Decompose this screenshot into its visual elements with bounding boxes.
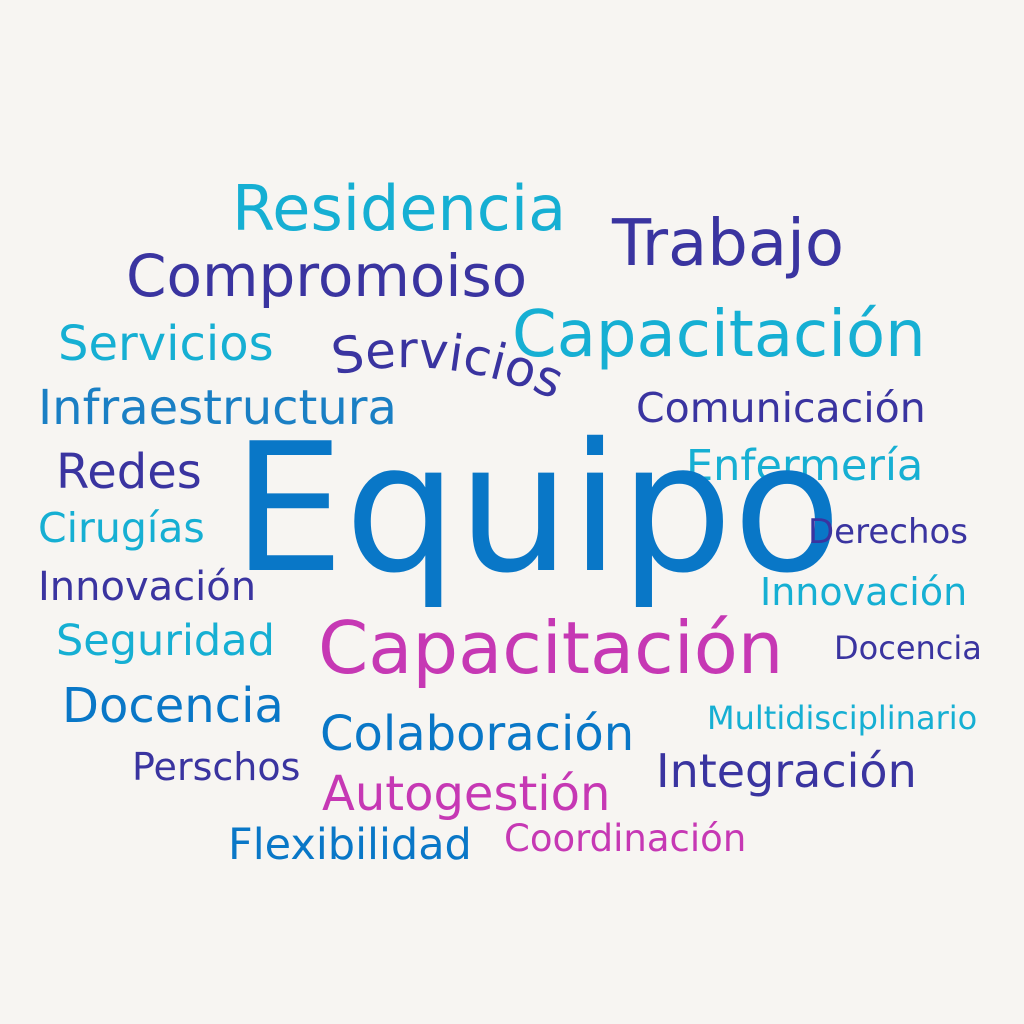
word-perschos: Perschos xyxy=(132,745,301,789)
word-autogestion: Autogestión xyxy=(322,766,611,822)
word-residencia: Residencia xyxy=(232,172,567,245)
word-capacitacion-center: Capacitación xyxy=(318,606,784,690)
word-comunicacion: Comunicación xyxy=(636,384,926,432)
word-coordinacion: Coordinación xyxy=(504,817,747,860)
word-docencia-left: Docencia xyxy=(62,678,284,734)
word-innovacion-right: Innovación xyxy=(760,570,968,614)
word-integracion: Integración xyxy=(656,744,917,798)
word-derechos: Derechos xyxy=(808,512,969,552)
word-equipo: Equipo xyxy=(232,405,842,612)
word-docencia-right: Docencia xyxy=(834,629,982,667)
word-innovacion-left: Innovación xyxy=(38,564,257,610)
word-redes: Redes xyxy=(56,444,202,500)
word-seguridad: Seguridad xyxy=(56,616,275,666)
word-servicios-curved: Servicios xyxy=(327,321,571,410)
word-servicios-left: Servicios xyxy=(58,316,274,372)
word-flexibilidad: Flexibilidad xyxy=(228,820,472,870)
word-infraestructura: Infraestructura xyxy=(38,380,397,436)
word-multidisciplinario: Multidisciplinario xyxy=(707,699,978,737)
word-capacitacion-top: Capacitación xyxy=(512,298,926,372)
word-trabajo: Trabajo xyxy=(612,207,844,281)
word-compromoiso: Compromoiso xyxy=(126,242,528,310)
word-enfermeria: Enfermería xyxy=(686,441,924,491)
word-colaboracion: Colaboración xyxy=(320,706,635,762)
word-cirugias: Cirugías xyxy=(38,504,205,552)
